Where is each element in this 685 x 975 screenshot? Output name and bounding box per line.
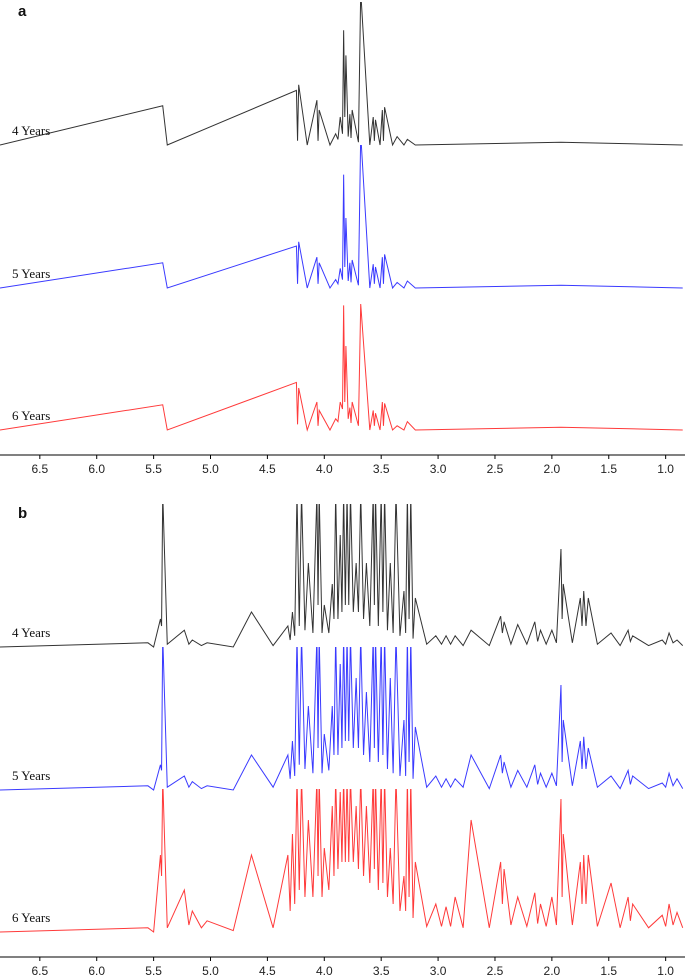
x-tick-label: 4.0 (316, 462, 333, 476)
x-tick-label: 6.0 (88, 964, 105, 975)
x-tick-label: 6.5 (31, 964, 48, 975)
x-tick-label: 1.5 (600, 462, 617, 476)
spectrum-line (0, 145, 683, 290)
x-tick-label: 3.0 (430, 462, 447, 476)
x-tick-label: 1.5 (600, 964, 617, 975)
x-tick-label: 3.5 (373, 462, 390, 476)
x-tick-label: 2.5 (487, 964, 504, 975)
x-tick-label: 2.0 (544, 462, 561, 476)
panel-label: a (18, 3, 27, 20)
series-label: 4 Years (12, 123, 50, 138)
x-tick-label: 4.0 (316, 964, 333, 975)
x-tick-label: 5.5 (145, 462, 162, 476)
x-tick-label: 2.5 (487, 462, 504, 476)
x-tick-label: 5.0 (202, 964, 219, 975)
series-label: 5 Years (12, 266, 50, 281)
x-tick-label: 3.0 (430, 964, 447, 975)
x-tick-label: 1.0 (657, 462, 674, 476)
series-label: 5 Years (12, 768, 50, 783)
x-tick-label: 1.0 (657, 964, 674, 975)
x-tick-label: 6.0 (88, 462, 105, 476)
x-tick-label: 4.5 (259, 462, 276, 476)
spectrum-line (0, 789, 684, 933)
x-tick-label: 5.5 (145, 964, 162, 975)
series-label: 6 Years (12, 910, 50, 925)
series-label: 4 Years (12, 625, 50, 640)
x-tick-label: 5.0 (202, 462, 219, 476)
x-tick-label: 4.5 (259, 964, 276, 975)
series-label: 6 Years (12, 408, 50, 423)
spectrum-line (0, 2, 683, 147)
spectrum-line (0, 504, 684, 648)
x-tick-label: 2.0 (544, 964, 561, 975)
x-tick-label: 3.5 (373, 964, 390, 975)
x-tick-label: 6.5 (31, 462, 48, 476)
panel-label: b (18, 505, 27, 522)
spectrum-line (0, 303, 683, 432)
spectrum-line (0, 647, 684, 791)
